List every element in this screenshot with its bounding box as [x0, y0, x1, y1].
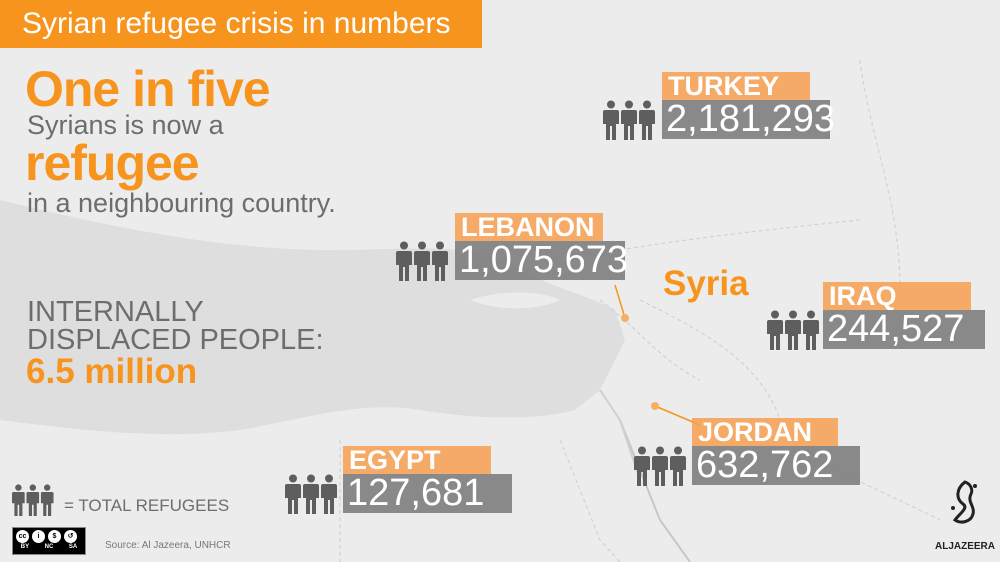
person-icon [767, 310, 783, 350]
creative-commons-icon: cc i $ ↺ BY NC SA [12, 527, 86, 555]
refugee-count-iraq: 244,527 [823, 310, 985, 349]
page-title: Syrian refugee crisis in numbers [0, 0, 482, 48]
legend-label: = TOTAL REFUGEES [64, 496, 230, 515]
country-label-turkey: TURKEY [662, 72, 810, 100]
person-icon [303, 474, 319, 514]
legend-people-icon [12, 484, 54, 516]
person-icon [639, 100, 655, 140]
people-icon [767, 310, 819, 350]
person-icon [785, 310, 801, 350]
license-nc: NC [44, 544, 54, 550]
refugee-count-jordan: 632,762 [692, 446, 860, 485]
person-icon [40, 484, 54, 516]
person-icon [26, 484, 40, 516]
person-icon [652, 446, 668, 486]
person-icon [603, 100, 619, 140]
country-label-iraq: IRAQ [823, 282, 971, 310]
person-icon [432, 241, 448, 281]
aljazeera-logo-text: ALJAZEERA [934, 541, 995, 552]
country-label-egypt: EGYPT [343, 446, 491, 474]
person-icon [634, 446, 650, 486]
aljazeera-calligraphy-icon [951, 480, 977, 524]
person-icon [414, 241, 430, 281]
headline-one-in-five: One in five [25, 61, 271, 117]
headline-refugee: refugee [25, 135, 200, 191]
map-label-syria: Syria [663, 264, 749, 303]
license-by: BY [20, 544, 30, 550]
refugee-count-lebanon: 1,075,673 [455, 241, 628, 280]
people-icon [285, 474, 337, 514]
people-icon [634, 446, 686, 486]
person-icon [285, 474, 301, 514]
refugee-count-egypt: 127,681 [343, 474, 512, 513]
person-icon [803, 310, 819, 350]
person-icon [321, 474, 337, 514]
person-icon [670, 446, 686, 486]
person-icon [12, 484, 25, 516]
refugee-count-turkey: 2,181,293 [662, 100, 835, 139]
idp-label-line1: INTERNALLY [27, 296, 204, 328]
headline-syrians-text: Syrians is now a [27, 110, 224, 140]
country-label-lebanon: LEBANON [455, 213, 603, 241]
license-sa: SA [68, 544, 78, 550]
country-label-jordan: JORDAN [692, 418, 838, 446]
idp-value: 6.5 million [26, 352, 198, 391]
people-icon [603, 100, 655, 140]
person-icon [621, 100, 637, 140]
person-icon [396, 241, 412, 281]
people-icon [396, 241, 448, 281]
headline-neighbouring-text: in a neighbouring country. [27, 188, 336, 218]
idp-label-line2: DISPLACED PEOPLE: [27, 324, 324, 356]
aljazeera-logo: ALJAZEERA [932, 478, 998, 552]
source-text: Source: Al Jazeera, UNHCR [105, 540, 231, 551]
